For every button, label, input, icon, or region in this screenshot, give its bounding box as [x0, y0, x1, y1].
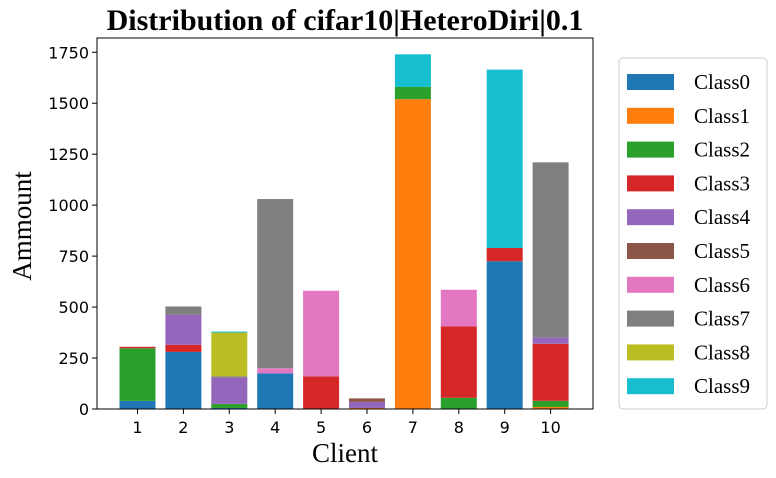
y-tick-label: 1500 [48, 94, 89, 113]
y-tick-label: 1750 [48, 43, 89, 62]
legend-swatch-class6 [627, 276, 674, 293]
bar-class7-client-10 [532, 162, 569, 338]
legend-swatch-class7 [627, 310, 674, 327]
bar-class3-client-2 [165, 344, 202, 352]
chart-title: Distribution of cifar10|HeteroDiri|0.1 [107, 4, 584, 37]
bar-class7-client-4 [257, 199, 294, 369]
legend-swatch-class0 [627, 74, 674, 90]
x-tick-label: 4 [270, 418, 280, 437]
plot-area: 1 2 3 4 5 6 7 8 9 10 0 250 500 750 1000 1250 1500 1750 [48, 43, 569, 437]
legend-swatch-class4 [627, 209, 674, 226]
bar-class2-client-10 [532, 400, 569, 407]
x-tick-label: 1 [132, 418, 142, 437]
plot-frame [96, 37, 594, 410]
y-tick-label: 0 [79, 400, 89, 419]
legend-label-class2: Class2 [694, 138, 750, 162]
bar-class0-client-2 [165, 351, 202, 409]
x-tick-label: 8 [454, 418, 464, 437]
x-tick-label: 5 [316, 418, 326, 437]
bar-class2-client-1 [119, 348, 156, 401]
bar-class2-client-8 [440, 397, 477, 409]
y-tick-label: 500 [58, 298, 89, 317]
bar-class4-client-10 [532, 337, 569, 344]
legend-swatch-class2 [627, 141, 674, 158]
bar-class4-client-6 [349, 401, 385, 408]
bar-class4-client-3 [211, 377, 248, 404]
y-tick-label: 750 [58, 247, 89, 266]
legend: Class0 Class1 Class2 Class3 Class4 Class5 Clas… [618, 57, 768, 410]
bar-class6-client-8 [440, 289, 477, 327]
bar-class0-client-4 [257, 373, 294, 409]
y-tick-label: 1250 [48, 145, 89, 164]
bar-class9-client-3 [211, 331, 248, 333]
bar-class3-client-10 [532, 343, 569, 401]
x-tick-label: 3 [224, 418, 234, 437]
x-tick-label: 9 [500, 418, 510, 437]
bar-class8-client-3 [211, 332, 248, 377]
bar-class0-client-3 [211, 407, 248, 409]
y-tick-label: 1000 [48, 196, 89, 215]
bar-class4-client-2 [165, 314, 202, 345]
bar-class3-client-1 [119, 346, 156, 349]
legend-swatch-class5 [627, 243, 674, 259]
bar-class1-client-10 [532, 406, 569, 409]
y-tick-label: 250 [58, 349, 89, 368]
x-tick-label: 7 [408, 418, 418, 437]
legend-swatch-class8 [627, 344, 674, 361]
bar-class9-client-7 [394, 54, 431, 87]
y-axis-title: Ammount [7, 171, 37, 281]
x-tick-label: 2 [178, 418, 188, 437]
bar-class3-client-5 [303, 376, 340, 409]
legend-label-class3: Class3 [694, 171, 750, 195]
legend-label-class5: Class5 [694, 239, 750, 263]
bar-class0-client-9 [486, 261, 523, 409]
bar-class1-client-7 [394, 99, 431, 410]
legend-swatch-class9 [627, 378, 674, 395]
x-axis-title: Client [312, 438, 378, 468]
bar-class2-client-7 [394, 86, 431, 100]
bar-class6-client-5 [303, 290, 340, 377]
bar-class0-client-1 [119, 400, 156, 409]
bar-class6-client-4 [257, 368, 294, 374]
legend-label-class6: Class6 [694, 273, 750, 297]
bar-class3-client-9 [486, 247, 523, 262]
bar-class3-client-8 [440, 326, 477, 398]
bar-class7-client-2 [165, 306, 202, 315]
x-tick-label: 6 [362, 418, 372, 437]
legend-label-class7: Class7 [694, 307, 750, 331]
legend-label-class9: Class9 [694, 374, 750, 398]
legend-swatch-class1 [627, 107, 674, 124]
legend-label-class1: Class1 [694, 104, 750, 128]
x-tick-label: 10 [540, 418, 560, 437]
bar-class2-client-3 [211, 403, 248, 408]
legend-label-class8: Class8 [694, 340, 750, 364]
legend-label-class0: Class0 [694, 70, 750, 94]
legend-swatch-class3 [627, 175, 674, 192]
bar-class5-client-6 [349, 398, 385, 402]
bar-class1-client-6 [349, 407, 385, 409]
bar-class7-client-3 [211, 376, 248, 378]
bar-class9-client-9 [486, 69, 523, 248]
legend-label-class4: Class4 [694, 205, 751, 229]
